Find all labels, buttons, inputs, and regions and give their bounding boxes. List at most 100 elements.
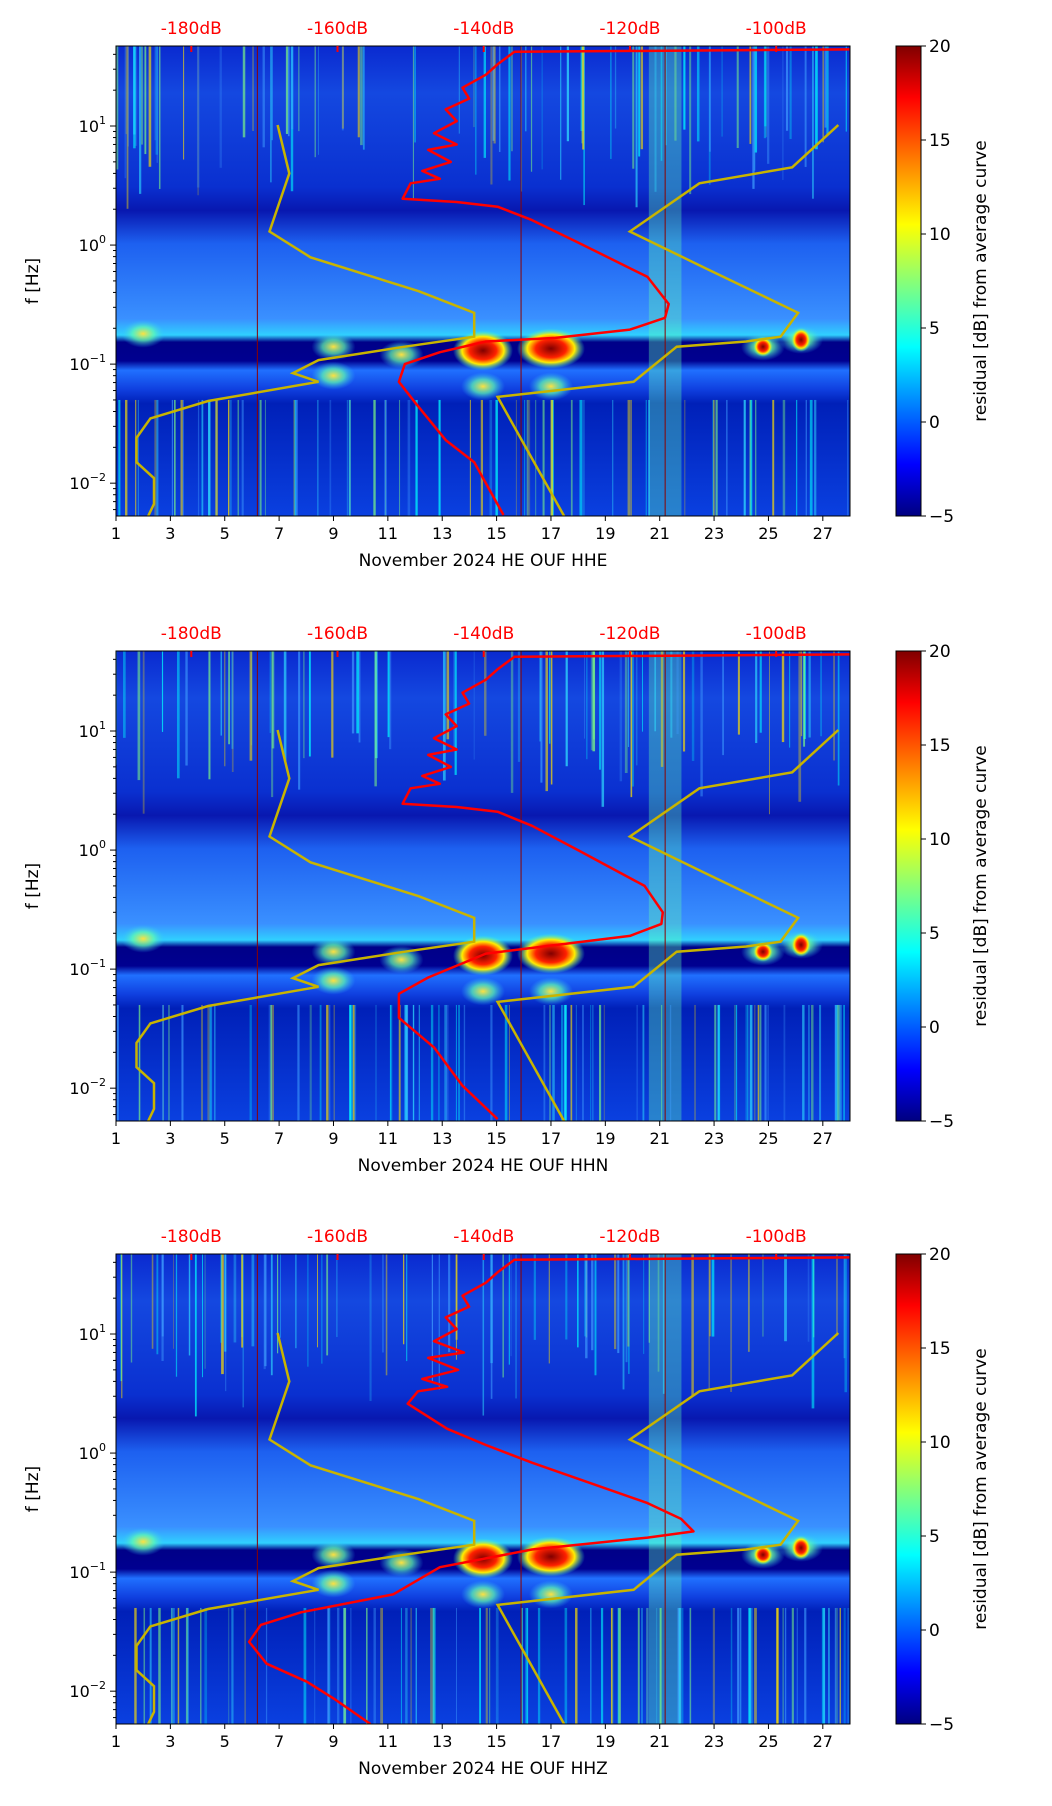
spectrogram-streak — [431, 1254, 433, 1382]
y-tick-base: 10 — [69, 1079, 89, 1098]
db-tick-label: -180dB — [161, 19, 222, 39]
y-tick-label: 10−2 — [69, 1679, 106, 1701]
spectrogram-streak — [694, 1004, 696, 1121]
spectrogram-streak — [231, 651, 234, 772]
spectrogram-streak — [550, 651, 553, 785]
spectrogram-streak — [641, 1607, 643, 1724]
y-tick-exponent: 1 — [99, 719, 106, 732]
spectrogram-streak — [142, 651, 145, 814]
spectrogram-streak — [233, 1254, 237, 1343]
spectrogram-streak — [696, 46, 700, 142]
spectrogram-streak — [349, 1004, 353, 1121]
spectrogram-streak — [495, 399, 498, 516]
spectrogram-streak — [317, 46, 320, 155]
spectrogram-streak — [398, 1004, 401, 1121]
spectrogram-streak — [201, 399, 202, 516]
spectrogram-streak — [648, 399, 650, 516]
y-tick-label: 101 — [79, 114, 106, 136]
spectrogram-streak — [646, 1607, 648, 1724]
spectrogram-streak — [124, 46, 127, 179]
spectrogram-streak — [822, 46, 824, 143]
spectrogram-streak — [204, 1254, 206, 1369]
spectrogram-streak — [214, 1004, 216, 1121]
spectrogram-streak — [479, 1607, 481, 1724]
spectrogram-streak — [657, 1254, 660, 1372]
spectrogram-streak — [811, 1254, 815, 1409]
spectrogram-streak — [764, 46, 767, 127]
spectrogram-streak — [319, 1004, 322, 1121]
x-tick-label: 27 — [813, 524, 833, 543]
y-axis-label: f [Hz] — [23, 258, 43, 304]
spectrogram-streak — [839, 1004, 842, 1121]
spectrogram-streak — [387, 651, 390, 738]
x-tick-label: 15 — [486, 1129, 506, 1148]
spectrogram-streak — [137, 651, 141, 781]
colorbar-tick-label: 20 — [929, 642, 951, 662]
spectrogram-streak — [570, 1004, 573, 1121]
spectrogram-streak — [584, 1254, 586, 1337]
colorbar-tick-label: 0 — [929, 1018, 940, 1038]
spectrogram-streak — [438, 1004, 440, 1121]
spectrogram-streak — [303, 651, 305, 759]
spectrogram-streak — [689, 1607, 692, 1724]
db-tick-label: -120dB — [599, 19, 660, 39]
spectrogram-streak — [575, 1004, 577, 1121]
spectrogram-streak — [149, 1607, 152, 1724]
spectrogram-streak — [343, 1607, 347, 1724]
spectrogram-streak — [803, 651, 806, 747]
x-tick-label: 27 — [813, 1732, 833, 1751]
spectrogram-streak — [508, 1004, 510, 1121]
y-tick-label: 10−1 — [69, 957, 106, 979]
spectrogram-streak — [259, 399, 262, 516]
spectrogram-streak — [241, 399, 244, 516]
colorbar-tick-label: −5 — [929, 1715, 954, 1735]
spectrogram-streak — [360, 46, 363, 146]
spectrogram-streak — [327, 1607, 330, 1724]
spectrogram-streak — [843, 1607, 846, 1724]
spectrogram-streak — [404, 1004, 407, 1121]
spectrogram-streak — [508, 46, 511, 181]
spectrogram-streak — [220, 651, 223, 736]
spectrogram-streak — [636, 1004, 638, 1121]
spectrogram-halo — [311, 1569, 356, 1598]
spectrogram-streak — [656, 1607, 658, 1724]
spectrogram-streak — [329, 1004, 331, 1121]
spectrogram-streak — [834, 1004, 837, 1121]
spectrogram-streak — [815, 46, 818, 150]
spectrogram-streak — [270, 46, 272, 183]
spectrogram-streak — [635, 651, 638, 766]
spectrogram-streak — [564, 1004, 567, 1121]
spectrogram-streak — [158, 46, 161, 190]
spectrogram-streak — [712, 1607, 715, 1724]
spectrogram-streak — [356, 651, 359, 734]
plot-area — [116, 1254, 850, 1724]
spectrogram-streak — [473, 46, 475, 128]
spectrogram-streak — [349, 1004, 352, 1121]
spectrogram-streak — [533, 1254, 536, 1340]
x-tick-label: 7 — [274, 524, 284, 543]
spectrogram-streak — [759, 1004, 762, 1121]
spectrogram-streak — [593, 651, 595, 740]
spectrogram-streak — [754, 46, 758, 153]
y-tick-exponent: −2 — [90, 1076, 106, 1089]
spectrogram-streak — [373, 1607, 376, 1724]
spectrogram-streak — [525, 46, 527, 132]
spectrogram-streak — [661, 1004, 663, 1121]
x-tick-label: 11 — [378, 524, 398, 543]
spectrogram-streak — [677, 1607, 680, 1724]
spectrogram-streak — [836, 1004, 839, 1121]
colorbar-tick-label: 0 — [929, 413, 940, 433]
spectrogram-streak — [767, 46, 770, 164]
x-axis-label: November 2024 HE OUF HHN — [358, 1156, 609, 1176]
spectrogram-streak — [637, 1607, 640, 1724]
spectrogram-streak — [402, 1254, 405, 1345]
spectrogram-streak — [224, 651, 226, 767]
spectrogram-streak — [336, 1254, 338, 1337]
spectrogram-streak — [789, 46, 792, 139]
spectrogram-streak — [665, 46, 667, 146]
spectrogram-halo — [311, 361, 356, 390]
x-axis-label: November 2024 HE OUF HHE — [359, 551, 608, 571]
spectrogram-streak — [208, 651, 211, 780]
spectrogram-streak — [385, 1254, 388, 1376]
y-tick-base: 10 — [69, 474, 89, 493]
